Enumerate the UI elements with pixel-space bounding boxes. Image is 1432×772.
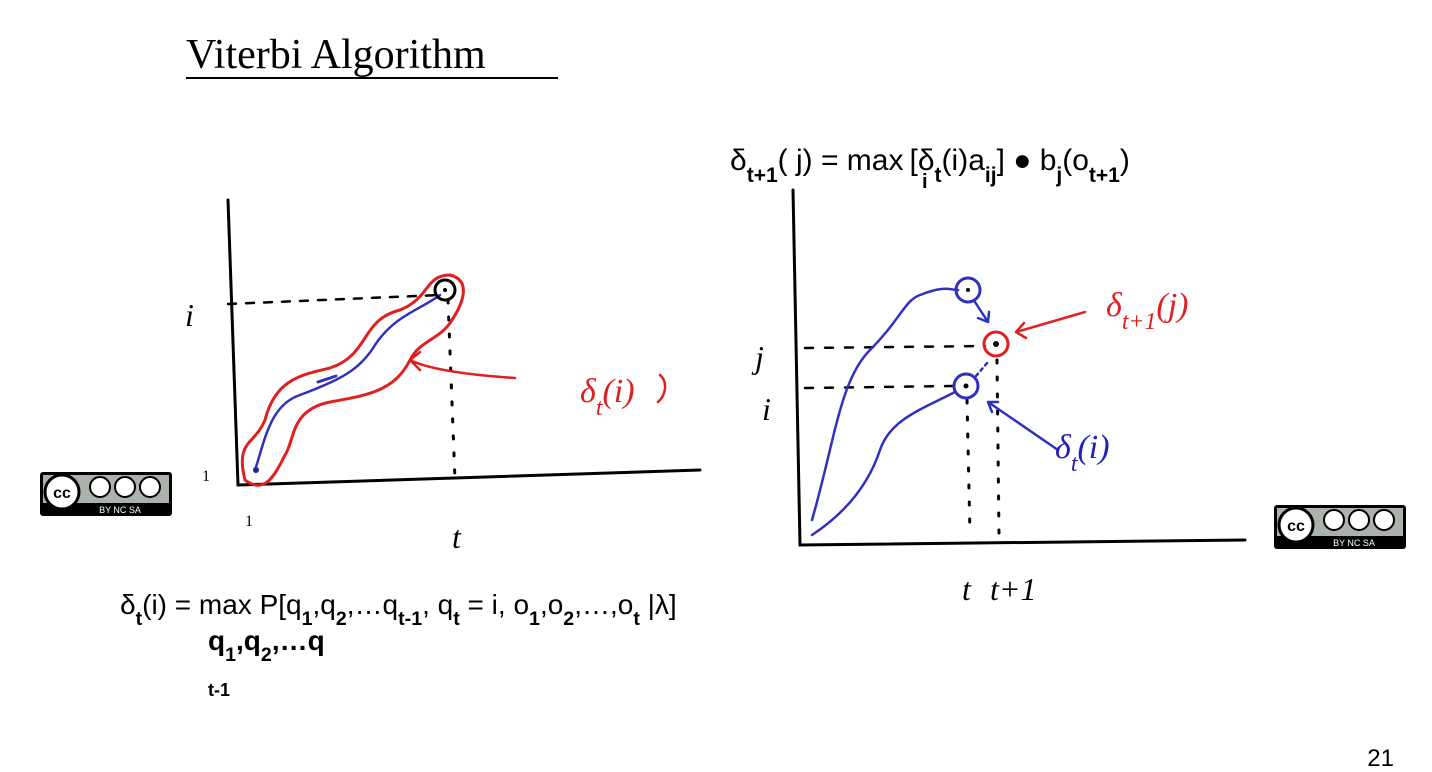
formula-part: (i) = max P[q — [142, 589, 301, 620]
formula-part: 1 — [529, 608, 540, 630]
formula-part: j — [1055, 164, 1062, 187]
formula-part: t — [136, 608, 143, 630]
formula-part: 2 — [336, 608, 347, 630]
max-subscript: q1,q2,…q — [208, 625, 325, 666]
formula-part: δ — [1106, 287, 1123, 324]
x-label: t — [452, 519, 462, 555]
formula-part: t+1 — [1122, 309, 1157, 335]
y-label: i — [185, 297, 194, 333]
svg-text:cc: cc — [1287, 518, 1305, 535]
formula-part: , q — [422, 589, 453, 620]
cc-badge: cc BY NC SA — [1274, 505, 1406, 549]
license-text: BY NC SA — [99, 505, 141, 515]
left-graph — [226, 198, 702, 487]
formula-part: [δ — [910, 144, 935, 177]
formula-part: ,q — [236, 625, 261, 656]
formula-part: |λ] — [640, 589, 677, 620]
right-formula: δt+1( j) = max [δt(i)aij] ● bj(ot+1) — [730, 144, 1130, 187]
formula-part: 1 — [225, 644, 236, 666]
cc-badge: cc BY NC SA — [40, 472, 172, 516]
x-label: t — [962, 571, 972, 607]
license-text: BY NC SA — [1333, 538, 1375, 548]
formula-part: ,o — [540, 589, 563, 620]
delta-annotation: δt+1(j) — [1106, 287, 1188, 335]
formula-part: ,…q — [272, 625, 325, 656]
formula-part: ( j) = max — [778, 144, 904, 177]
svg-text:cc: cc — [53, 485, 71, 502]
formula-part: δ — [1055, 429, 1072, 466]
y-label: i — [762, 391, 771, 427]
formula-part: t+1 — [747, 164, 778, 187]
formula-part: ] ● b — [997, 144, 1057, 177]
x-label: t+1 — [990, 571, 1036, 607]
formula-part: ,…q — [347, 589, 398, 620]
formula-part: t-1 — [398, 608, 422, 630]
delta-annotation: δt(i) — [580, 373, 635, 421]
formula-part: t — [633, 608, 640, 630]
formula-part: ,…,o — [574, 589, 633, 620]
formula-part: ij — [985, 164, 997, 187]
formula-part: t — [596, 395, 604, 421]
formula-part: 2 — [261, 644, 272, 666]
formula-part: 2 — [563, 608, 574, 630]
x-label: 1 — [245, 513, 253, 530]
slide-title: Viterbi Algorithm — [186, 32, 486, 78]
formula-part: (i)a — [942, 144, 986, 177]
formula-part: t+1 — [1089, 164, 1120, 187]
formula-part: t — [1071, 451, 1079, 477]
formula-part: ,q — [313, 589, 336, 620]
bottom-formula: δt(i) = max P[q1,q2,…qt-1, qt = i, o1,o2… — [120, 589, 677, 630]
page-number: 21 — [1367, 745, 1394, 772]
right-graph — [791, 188, 1247, 547]
formula-part: δ — [580, 373, 597, 410]
formula-part: (o — [1062, 144, 1089, 177]
delta-annotation: δt(i) — [1055, 429, 1110, 477]
formula-part: δ — [120, 589, 136, 620]
y-label: j — [751, 339, 764, 375]
max-subscript: i — [922, 171, 928, 193]
formula-part: (i) — [602, 373, 634, 410]
formula-part: q — [208, 625, 225, 656]
y-label: 1 — [202, 468, 210, 485]
max-subscript: t-1 — [208, 680, 230, 700]
formula-part: t — [453, 608, 460, 630]
formula-part: (j) — [1156, 287, 1188, 324]
formula-part: (i) — [1077, 429, 1109, 466]
formula-part: t — [935, 164, 942, 187]
formula-part: 1 — [302, 608, 313, 630]
formula-part: δ — [730, 144, 747, 177]
formula-part: = i, o — [460, 589, 529, 620]
formula-part: ) — [1120, 144, 1130, 177]
